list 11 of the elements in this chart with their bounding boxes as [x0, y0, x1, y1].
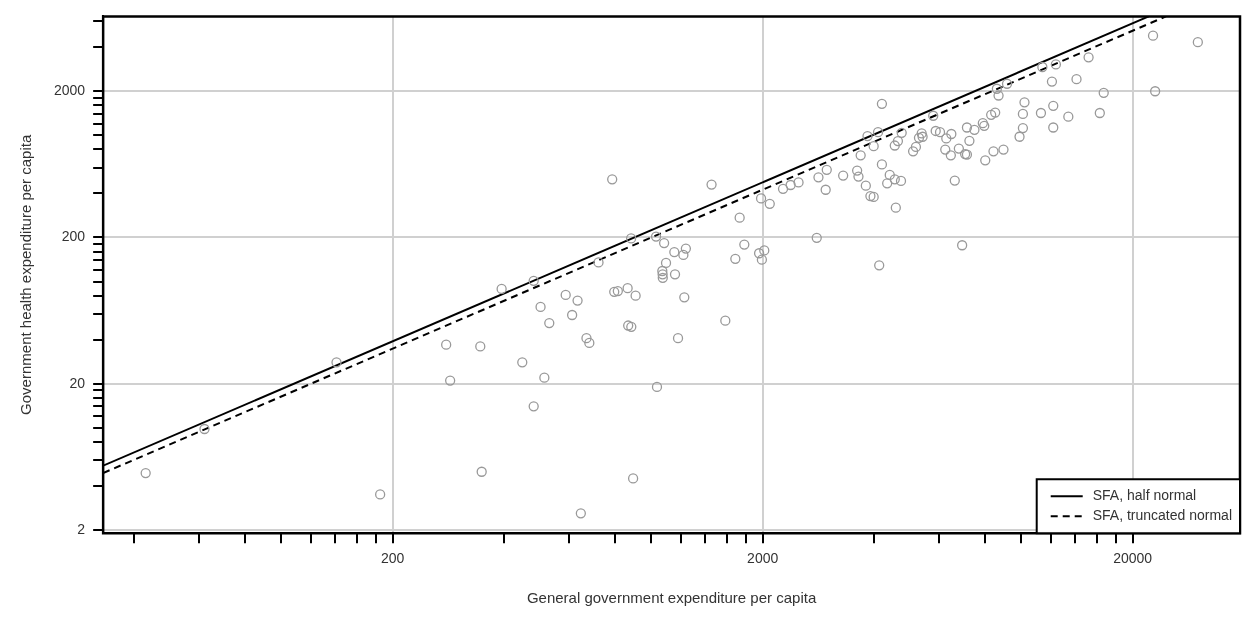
x-tick-label: 20000	[1113, 550, 1153, 567]
x-tick-label: 2000	[747, 550, 779, 567]
y-tick-label: 20	[69, 374, 86, 391]
y-tick-label: 2000	[53, 82, 86, 99]
legend-label: SFA, truncated normal	[1092, 507, 1233, 524]
y-tick-label: 200	[61, 228, 86, 245]
legend-label: SFA, half normal	[1092, 487, 1197, 504]
y-tick-label: 2	[77, 520, 86, 537]
x-tick-label: 200	[381, 550, 405, 567]
y-axis-title: Government health expenditure per capita	[17, 134, 35, 415]
x-axis-title: General government expenditure per capita	[526, 589, 817, 607]
